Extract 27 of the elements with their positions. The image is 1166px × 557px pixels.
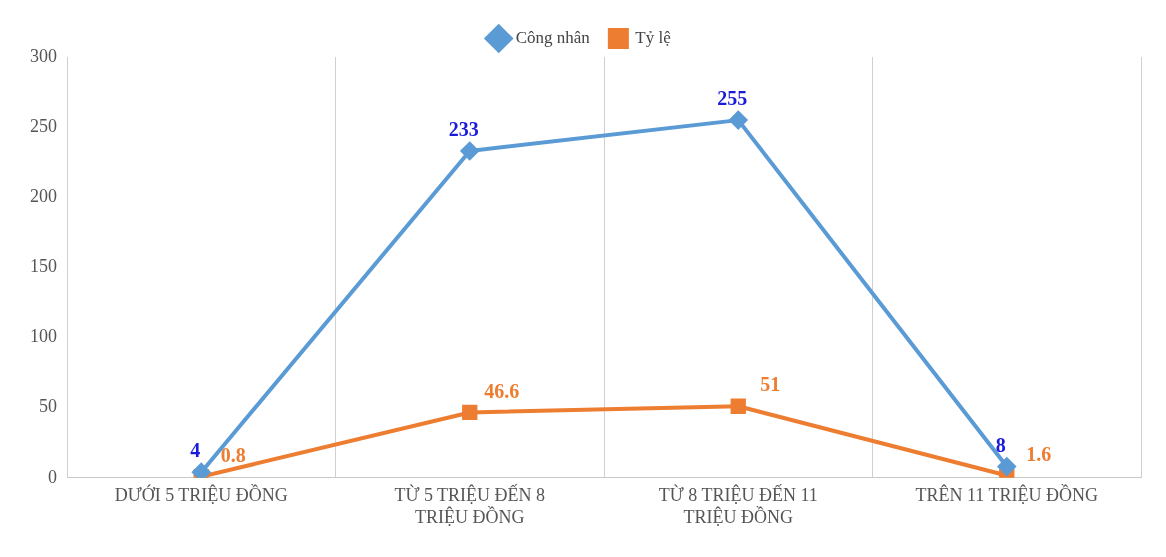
point: [460, 141, 479, 160]
data-label: 233: [448, 118, 479, 141]
point: [729, 111, 748, 130]
legend-label: Tỷ lệ: [635, 27, 671, 47]
y-tick-label: 50: [39, 396, 57, 417]
y-tick-label: 0: [48, 466, 57, 487]
y-tick-label: 150: [30, 256, 57, 277]
data-label: 46.6: [484, 379, 520, 402]
data-label: 4: [190, 439, 201, 462]
x-tick-label: DƯỚI 5 TRIỆU ĐỒNG: [114, 484, 288, 506]
x-tick-label: TỪ 8 TRIỆU ĐẾN 11 TRIỆU ĐỒNG: [658, 484, 818, 527]
x-tick-label: TRÊN 11 TRIỆU ĐỒNG: [915, 484, 1098, 506]
point: [462, 404, 478, 421]
data-label: 8: [995, 433, 1006, 456]
y-tick-label: 300: [30, 45, 57, 66]
y-tick-label: 250: [30, 115, 57, 136]
y-tick-label: 200: [30, 186, 57, 206]
point: [730, 398, 746, 414]
data-label: 0.8: [220, 443, 246, 466]
y-tick-label: 100: [30, 326, 57, 347]
point: [192, 463, 211, 478]
data-label: 51: [760, 373, 781, 396]
x-tick-label: TỪ 5 TRIỆU ĐẾN 8 TRIỆU ĐỒNG: [394, 484, 546, 527]
data-label: 1.6: [1026, 442, 1052, 465]
legend-label: Công nhân: [515, 27, 591, 47]
data-label: 255: [717, 87, 748, 110]
point: [997, 457, 1016, 476]
